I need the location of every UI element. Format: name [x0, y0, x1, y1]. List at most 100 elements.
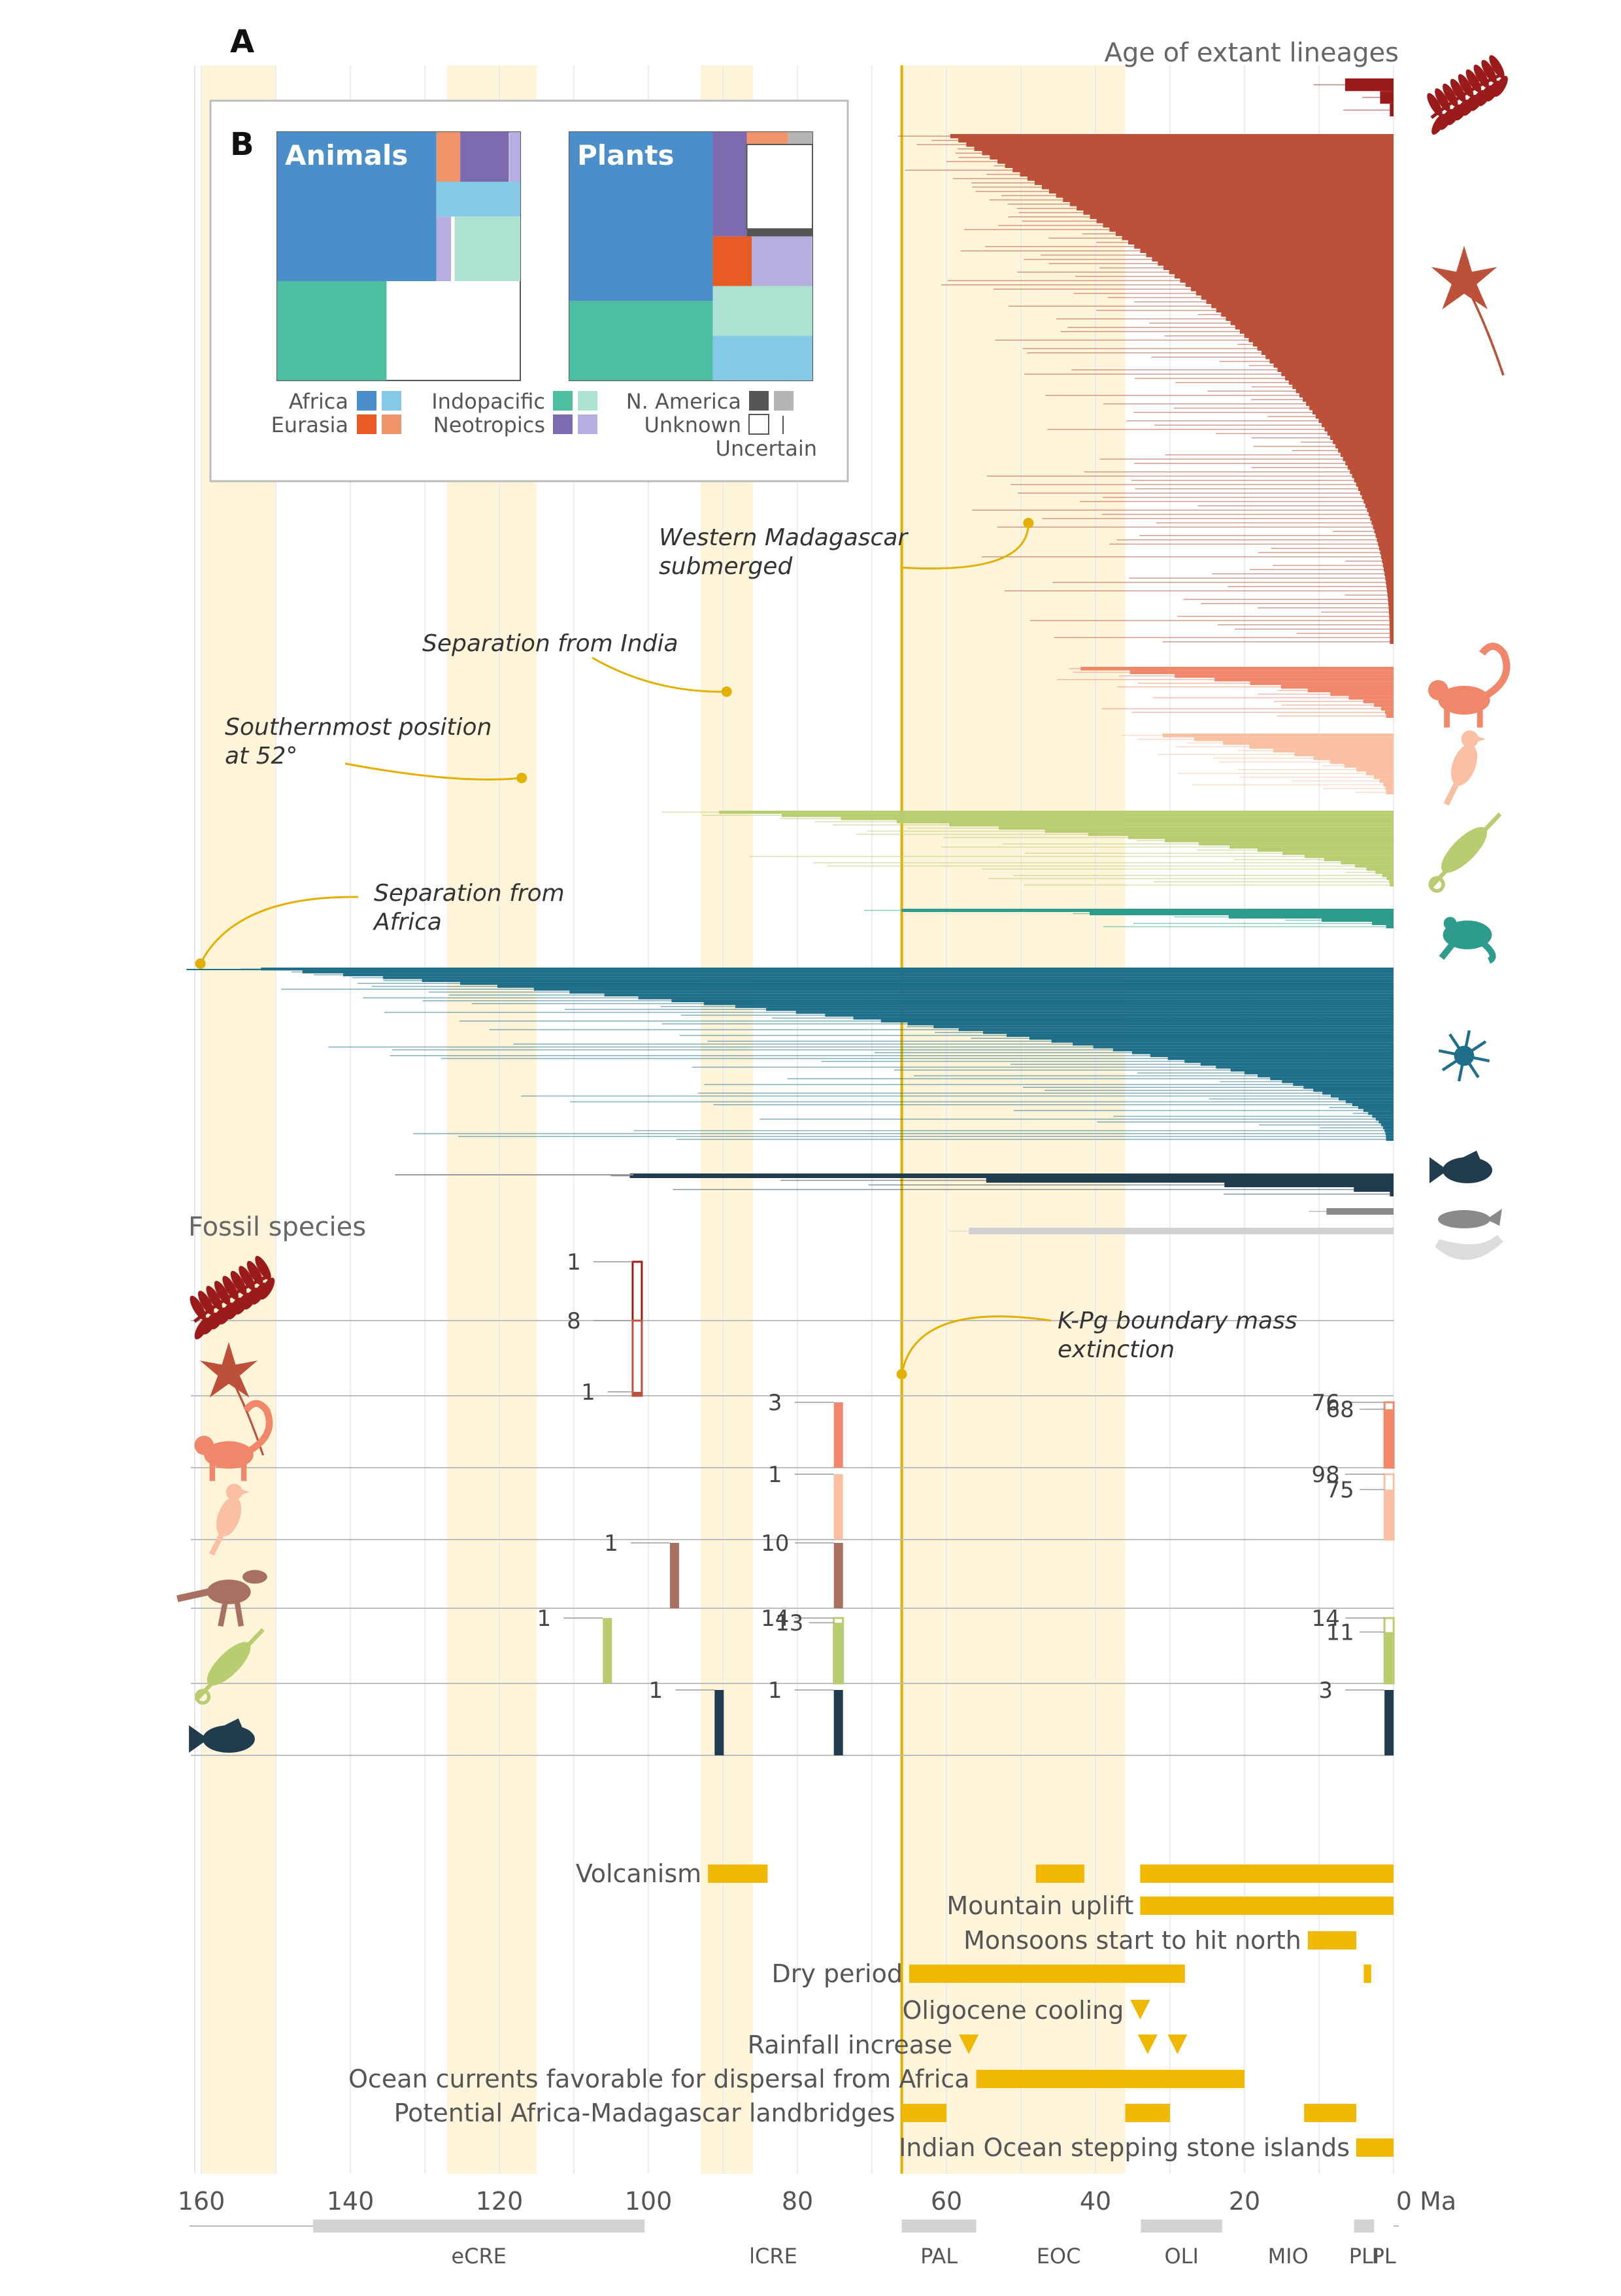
lineage-bar	[382, 976, 1394, 979]
fossil-title: Fossil species	[188, 1212, 366, 1242]
lineage-bar	[1374, 529, 1394, 533]
lineage-bar	[1347, 465, 1394, 470]
bird-icon-head	[1461, 730, 1479, 748]
fern-icon-leaf	[1427, 93, 1443, 116]
lineage-bar	[1165, 839, 1394, 843]
dinosaur-icon	[176, 1570, 267, 1627]
lineage-bar	[1375, 1117, 1394, 1121]
event-bar	[909, 1965, 1185, 1983]
lineage-bar	[1224, 1183, 1394, 1187]
spider-icon-leg	[1462, 1030, 1471, 1056]
lineage-bar	[1354, 1187, 1394, 1192]
lineage-bar	[1069, 202, 1394, 207]
lineage-bar	[1350, 469, 1394, 474]
lineage-bar	[966, 143, 1394, 147]
event-bar	[1140, 1865, 1394, 1883]
inset-panel: B Animals Plants Africa Eurasia Indopaci…	[209, 99, 849, 482]
animals-title: Animals	[285, 139, 408, 171]
lineage-bar	[1216, 308, 1394, 312]
lineage-bar	[1200, 1062, 1394, 1066]
undefined-cell	[460, 132, 509, 182]
fish-icon-body	[203, 1725, 255, 1753]
dinosaur-icon-legs	[218, 1600, 244, 1627]
lineage-bar	[1313, 1089, 1394, 1092]
lineage-bar	[497, 985, 1394, 988]
annotation-dot	[195, 958, 206, 969]
lineage-bar	[1375, 533, 1394, 538]
lineage-bar	[533, 987, 1394, 991]
lineage-bar	[1379, 779, 1394, 783]
fern-icon-leaf	[259, 1277, 275, 1300]
plant-icon-stalk	[1467, 288, 1505, 376]
fossil-bar	[669, 1543, 679, 1608]
fossil-bar	[833, 1402, 843, 1468]
fossil-bar	[833, 1690, 843, 1755]
fern-icon-leaf	[1494, 76, 1508, 97]
annot-west-mad-1: Western Madagascar	[659, 524, 909, 551]
lineage-bar	[1257, 849, 1394, 852]
lineage-bar	[1244, 1072, 1394, 1075]
event-label: Volcanism	[576, 1859, 702, 1888]
bird-icon	[1443, 730, 1486, 806]
frog-icon	[1439, 917, 1496, 964]
lineage-bar	[1390, 883, 1394, 886]
undefined-cell	[746, 144, 814, 230]
lineage-bar	[1303, 397, 1394, 402]
lineage-bar	[1146, 253, 1394, 258]
event-bar	[976, 2070, 1245, 2088]
period-label: MIO	[1268, 2244, 1309, 2269]
lemur-icon-leg	[1444, 707, 1450, 728]
annotation-leader	[900, 522, 1029, 570]
lineage-bar	[1363, 499, 1394, 504]
legend-swatch	[748, 414, 769, 435]
event-bar	[1140, 1897, 1394, 1915]
event-bar	[1035, 1865, 1084, 1883]
lineage-bar	[1198, 842, 1394, 846]
fossil-bar	[632, 1392, 642, 1396]
annot-sep-india: Separation from India	[422, 630, 678, 657]
event-marker	[959, 2034, 979, 2054]
fossil-count-label: 1	[581, 1379, 595, 1406]
fern-icon-leaf	[1443, 83, 1458, 107]
lineage-bar	[998, 826, 1394, 830]
lineage-bar	[1387, 593, 1394, 598]
plant-icon	[1431, 246, 1505, 376]
period-label: eCRE	[451, 2244, 506, 2269]
fossil-count-label: 1	[537, 1606, 551, 1632]
axis-tick-label: 80	[782, 2187, 813, 2216]
lineage-bar	[1282, 851, 1394, 855]
undefined-cell	[752, 236, 812, 286]
lineage-bar	[1386, 925, 1394, 928]
lineage-bar	[1385, 576, 1394, 581]
lineage-bar	[1354, 478, 1394, 482]
dinosaur-icon-tail	[176, 1588, 209, 1602]
lineage-bar	[1253, 342, 1394, 346]
lineage-bar	[853, 1017, 1394, 1020]
lineage-bar	[1322, 1091, 1394, 1095]
undefined-cell	[712, 335, 812, 380]
lineage-bar	[1080, 667, 1394, 671]
lineage-bar	[569, 990, 1394, 994]
fern-icon-leaf	[222, 1275, 239, 1300]
lineage-bar	[1299, 393, 1394, 397]
fern-icon-leaf	[214, 1281, 231, 1306]
legend-swatch	[357, 391, 376, 411]
period-bar	[901, 2220, 977, 2233]
lineage-bar	[671, 999, 1394, 1002]
fossil-bar	[1384, 1690, 1394, 1755]
fern-icon	[190, 1256, 275, 1340]
lineage-bar	[1007, 1034, 1394, 1037]
lineage-bar	[1388, 597, 1394, 601]
annotation-dot	[1023, 518, 1034, 528]
bird-icon-tail	[209, 1532, 225, 1556]
lineage-bar	[1338, 1097, 1394, 1101]
lineage-bar	[1270, 1077, 1394, 1081]
lineage-bar	[1326, 1208, 1394, 1215]
lineage-bar	[933, 1025, 1394, 1028]
event-bar	[1307, 1931, 1356, 1950]
fern-icon-leaf	[1465, 69, 1482, 93]
lineage-bar	[1380, 91, 1394, 104]
fossil-count-label: 1	[768, 1678, 782, 1704]
lineage-bar	[1034, 180, 1394, 185]
